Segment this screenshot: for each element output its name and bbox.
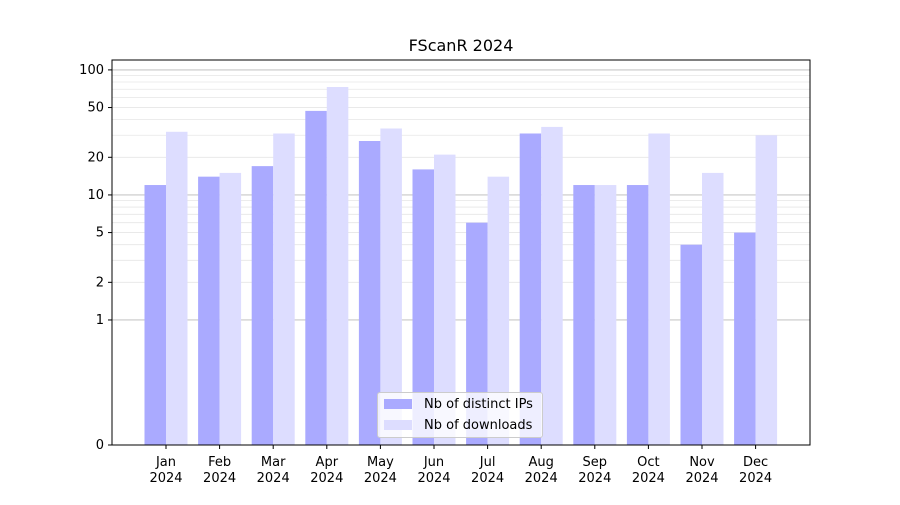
x-tick-label-year: 2024	[632, 471, 665, 486]
x-tick-label-year: 2024	[739, 471, 772, 486]
x-tick-label-month: Nov	[689, 455, 715, 470]
bar-downloads	[648, 133, 670, 445]
y-axis: 0 1 2 5 10 20 50 100	[79, 63, 112, 453]
bars	[144, 86, 778, 446]
x-tick-label-month: May	[367, 455, 394, 470]
x-tick-label-year: 2024	[149, 471, 182, 486]
bar-distinct-ips	[305, 110, 327, 445]
bar-distinct-ips	[412, 169, 434, 445]
bar-distinct-ips	[198, 176, 220, 445]
bar-distinct-ips	[144, 185, 166, 445]
legend-swatch-downloads	[384, 420, 412, 430]
x-tick-label-year: 2024	[685, 471, 718, 486]
bar-downloads	[434, 154, 456, 446]
x-tick-label-month: Jan	[155, 455, 176, 470]
bar-distinct-ips	[251, 166, 274, 445]
x-tick-label-month: Apr	[316, 455, 339, 470]
bar-downloads	[755, 135, 778, 445]
bar-distinct-ips	[626, 185, 649, 445]
x-tick-label-year: 2024	[364, 471, 397, 486]
x-axis: Jan2024Feb2024Mar2024Apr2024May2024Jun20…	[149, 445, 772, 486]
bar-distinct-ips	[519, 133, 542, 445]
chart-title: FScanR 2024	[408, 36, 514, 55]
bar-distinct-ips	[466, 222, 488, 445]
x-tick-label-year: 2024	[578, 471, 611, 486]
y-tick-label: 0	[96, 438, 104, 453]
y-tick-label: 1	[96, 313, 104, 328]
x-tick-label-month: Oct	[637, 455, 659, 470]
bar-distinct-ips	[358, 140, 381, 445]
bar-distinct-ips	[680, 244, 702, 445]
legend-swatch-distinct-ips	[384, 399, 412, 409]
legend: Nb of distinct IPs Nb of downloads	[377, 392, 543, 438]
legend-item-downloads: Nb of downloads	[384, 416, 532, 434]
x-tick-label-month: Jul	[479, 455, 496, 470]
plot-frame	[111, 59, 811, 446]
y-tick-label: 5	[96, 226, 104, 241]
x-tick-label-year: 2024	[417, 471, 450, 486]
bar-distinct-ips	[734, 232, 756, 445]
y-tick-label: 2	[96, 275, 104, 290]
x-tick-label-month: Aug	[529, 455, 554, 470]
x-tick-label-year: 2024	[310, 471, 343, 486]
bar-downloads	[166, 131, 188, 445]
x-tick-label-month: Dec	[743, 455, 768, 470]
legend-item-distinct-ips: Nb of distinct IPs	[384, 395, 533, 413]
x-tick-label-year: 2024	[471, 471, 504, 486]
x-tick-label-year: 2024	[525, 471, 558, 486]
x-tick-label-year: 2024	[257, 471, 290, 486]
bar-downloads	[541, 126, 563, 446]
y-tick-label: 100	[79, 63, 104, 78]
legend-label-downloads: Nb of downloads	[424, 417, 533, 433]
bar-downloads	[219, 172, 242, 445]
x-tick-label-month: Sep	[583, 455, 608, 470]
bar-distinct-ips	[573, 185, 595, 445]
y-tick-label: 20	[87, 150, 104, 165]
x-tick-label-month: Jun	[423, 455, 444, 470]
x-tick-label-year: 2024	[203, 471, 236, 486]
bar-downloads	[326, 86, 349, 445]
legend-label-distinct-ips: Nb of distinct IPs	[424, 396, 533, 412]
y-tick-label: 10	[87, 188, 104, 203]
bar-downloads	[380, 128, 402, 445]
bar-downloads	[702, 172, 724, 445]
bar-downloads	[594, 185, 617, 445]
bar-downloads	[273, 133, 295, 445]
y-tick-label: 50	[87, 101, 104, 116]
bar-downloads	[487, 176, 510, 445]
x-tick-label-month: Feb	[208, 455, 231, 470]
x-tick-label-month: Mar	[261, 455, 286, 470]
